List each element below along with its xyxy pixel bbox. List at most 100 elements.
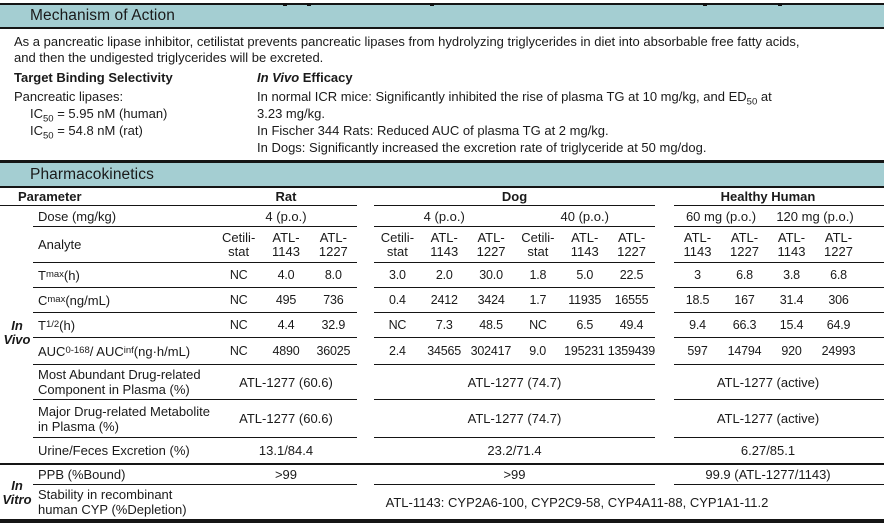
mechanism-subheadings: Target Binding Selectivity In Vivo Effic…	[14, 70, 884, 85]
pk-gap	[357, 365, 374, 400]
pk-cell: ATL- 1143	[430, 229, 459, 259]
pk-cell: Rat	[275, 189, 297, 204]
pk-cell: 32.9	[321, 318, 346, 332]
pk-group-human: 3 6.8 3.8 6.8	[674, 263, 884, 288]
pk-cell: 4 (p.o.)	[423, 208, 465, 224]
pk-cell: 9.0	[529, 344, 547, 358]
pk-gap	[357, 227, 374, 263]
pk-cell: ATL- 1143	[777, 229, 806, 259]
description-line: As a pancreatic lipase inhibitor, cetili…	[14, 34, 800, 49]
pk-cell: 36025	[316, 344, 351, 358]
pk-section-col	[0, 288, 33, 313]
pk-cell: ATL- 1227	[730, 229, 759, 259]
pk-cell: 2.0	[435, 268, 453, 282]
pk-cell: ATL- 1227	[318, 229, 348, 259]
pk-row: Major Drug-related Metabolite in Plasma …	[0, 400, 884, 438]
pk-cell: 64.9	[826, 318, 851, 332]
pk-cell: 3	[694, 268, 701, 282]
text-line: In Fischer 344 Rats: Reduced AUC of plas…	[257, 123, 609, 138]
pk-group-rat: NC 4.0 8.0	[215, 263, 357, 287]
crop-artifact-mark	[307, 3, 311, 6]
pk-seg-rat: Major Drug-related Metabolite in Plasma …	[33, 400, 357, 438]
pk-cell: 3.8	[783, 268, 800, 282]
pk-group-human: 99.9 (ATL-1277/1143)	[674, 465, 884, 485]
pk-cell: Cetili- stat	[222, 229, 256, 259]
pk-row: Urine/Feces Excretion (%) 13.1/84.4 23.2/7…	[0, 438, 884, 463]
column-header-parameter: Parameter	[18, 189, 82, 204]
pk-group-human: ATL-1277 (active)	[674, 400, 884, 438]
crop-artifact-mark	[430, 3, 434, 6]
crop-artifact-mark	[283, 3, 287, 6]
pk-cell: 31.4	[779, 293, 804, 307]
pk-group-dog: NC 7.3 48.5 NC 6.5 49.4	[374, 313, 655, 338]
pk-row: T 1/2 (h) NC 4.4 32.9 NC 7.3 48.5 NC 6.5 49.4 9.4 66…	[0, 313, 884, 338]
text-line: In Dogs: Significantly increased the exc…	[257, 140, 707, 155]
pk-cell: 495	[275, 293, 297, 307]
pk-cell: 302417	[470, 344, 512, 358]
pk-parameter-label: Analyte	[38, 237, 82, 252]
pk-cell: >99	[274, 467, 298, 482]
pk-header-row: Parameter Rat Dog Healthy Human	[0, 188, 884, 206]
pk-cell: 18.5	[685, 293, 710, 307]
pk-row: AUC 0-168/ AUC inf (ng·h/mL) NC 4890 36025 2.4…	[0, 338, 884, 365]
pk-gap	[655, 288, 674, 313]
pk-group-human: 9.4 66.3 15.4 64.9	[674, 313, 884, 338]
pk-gap	[357, 438, 374, 463]
pk-cell: 4890	[272, 344, 300, 358]
pk-cell: 306	[828, 293, 849, 307]
pk-group-rat: 13.1/84.4	[215, 438, 357, 463]
pk-group-rat: Rat	[215, 188, 357, 205]
pk-cell: NC	[229, 268, 248, 282]
pk-cell: 23.2/71.4	[487, 443, 542, 458]
pk-parameter-label: T 1/2 (h)	[38, 317, 76, 333]
pk-cell: 3424	[477, 293, 505, 307]
mechanism-section-header: Mechanism of Action	[0, 3, 884, 29]
pk-parameter-label: Dose (mg/kg)	[38, 208, 117, 224]
pk-gap	[357, 188, 374, 206]
pk-group-rat: Cetili- stat ATL- 1143 ATL- 1227	[215, 227, 357, 262]
pk-cell: >99	[503, 467, 526, 482]
pk-gap	[655, 438, 674, 463]
pk-cell: 22.5	[619, 268, 644, 282]
in-vitro-row-group-label: In Vitro	[2, 478, 32, 507]
pk-cell: 16555	[614, 293, 649, 307]
pk-group-dog: ATL-1277 (74.7)	[374, 400, 655, 438]
pk-seg-rat: Analyte Cetili- stat ATL- 1143 ATL- 1227	[33, 227, 357, 263]
pk-gap	[655, 338, 674, 365]
pk-group-human: ATL- 1143 ATL- 1227 ATL- 1143 ATL- 1227	[674, 227, 884, 263]
text-line: In normal ICR mice: Significantly inhibi…	[257, 89, 772, 108]
pk-cell: 6.27/85.1	[740, 443, 796, 458]
pk-cell: Dog	[501, 189, 528, 204]
text-line: IC50 = 54.8 nM (rat)	[30, 123, 143, 142]
pk-group-human: 60 mg (p.o.) 120 mg (p.o.)	[674, 206, 884, 227]
pk-cell: 920	[781, 344, 802, 358]
pk-cell: ATL- 1143	[683, 229, 712, 259]
pk-cell: ATL-1277 (active)	[716, 411, 820, 426]
pk-gap	[655, 313, 674, 338]
pk-seg-rat: Parameter Rat	[0, 188, 357, 206]
pk-parameter-label: Most Abundant Drug-related Component in …	[38, 367, 201, 397]
pk-seg-rat: Urine/Feces Excretion (%) 13.1/84.4	[33, 438, 357, 463]
pk-gap	[357, 465, 374, 485]
pk-seg-rat: Dose (mg/kg) 4 (p.o.)	[33, 206, 357, 227]
pk-gap	[655, 365, 674, 400]
pk-cell: 49.4	[619, 318, 644, 332]
pk-cell: NC	[229, 318, 248, 332]
pk-group-dog: 4 (p.o.) 40 (p.o.)	[374, 206, 655, 227]
pharmacokinetics-title: Pharmacokinetics	[30, 166, 154, 183]
description-line: and then the undigested triglycerides wi…	[14, 50, 324, 65]
pk-gap	[655, 227, 674, 263]
pk-seg-rat: PPB (%Bound) >99	[33, 465, 357, 485]
pk-group-dog: 23.2/71.4	[374, 438, 655, 463]
pk-group-dog: ATL-1277 (74.7)	[374, 365, 655, 400]
pharmacokinetics-table: Parameter Rat Dog Healthy Human Dose (mg/kg)…	[0, 188, 884, 523]
section-divider	[0, 160, 884, 163]
pk-parameter-label: Stability in recombinant human CYP (%Dep…	[38, 487, 187, 517]
pk-cell: 736	[323, 293, 344, 307]
pk-group-human: ATL-1277 (active)	[674, 365, 884, 400]
pk-seg-rat: T 1/2 (h) NC 4.4 32.9	[33, 313, 357, 338]
pk-cell: 60 mg (p.o.)	[685, 208, 757, 224]
pharmacokinetics-section-header: Pharmacokinetics	[0, 163, 884, 188]
